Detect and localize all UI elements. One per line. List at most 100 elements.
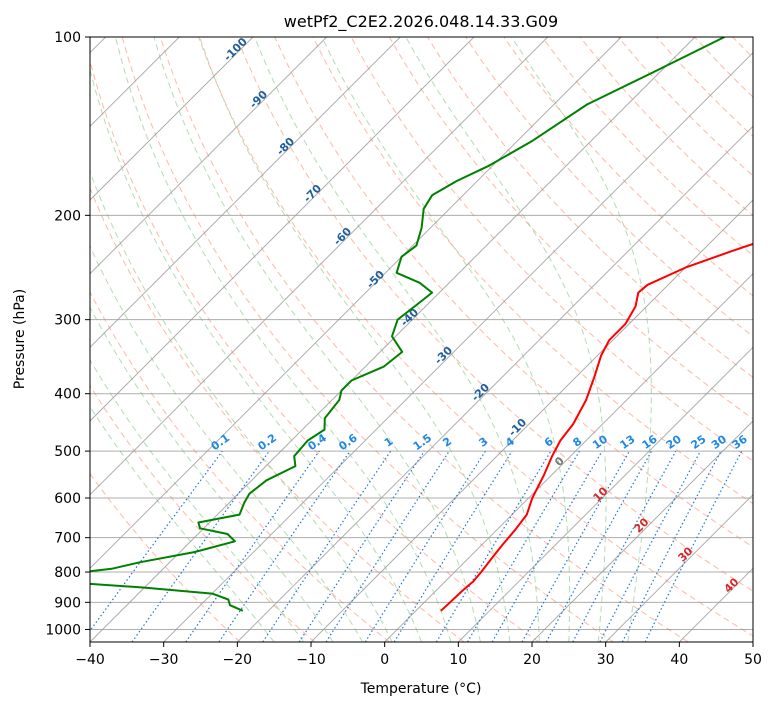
x-tick-label: 50 — [744, 652, 762, 668]
dry-adiabat — [350, 37, 753, 462]
dry-adiabat — [236, 37, 753, 592]
isotherm-label: -50 — [364, 268, 387, 291]
dry-adiabat — [426, 37, 753, 378]
mixing-ratio-line — [131, 450, 270, 642]
mixing-ratio-label: 36 — [730, 432, 750, 452]
mixing-ratio-line — [545, 450, 653, 642]
moist-adiabat — [90, 306, 334, 642]
x-tick-label: −40 — [75, 652, 105, 668]
isotherm-line — [384, 272, 753, 642]
dry-adiabat — [90, 59, 540, 642]
mixing-ratio-label: 25 — [689, 433, 709, 452]
y-tick-label: 100 — [54, 30, 81, 46]
y-axis-label: Pressure (hPa) — [12, 289, 28, 389]
mixing-ratio-label: 20 — [664, 432, 684, 452]
dry-adiabat — [388, 37, 753, 420]
moist-adiabat — [115, 37, 452, 642]
sounding-traces — [90, 37, 753, 612]
mixing-ratio-label: 10 — [590, 432, 610, 452]
isotherm-line — [90, 37, 475, 422]
isotherm-label: -80 — [274, 135, 297, 158]
temperature-trace — [440, 242, 753, 612]
y-tick-label: 900 — [54, 595, 81, 611]
moist-adiabat — [153, 37, 481, 642]
mixing-ratio-label: 1.5 — [411, 431, 434, 453]
dry-adiabat — [121, 37, 614, 642]
mixing-ratio-line — [325, 450, 450, 642]
x-tick-label: 10 — [449, 652, 467, 668]
mixing-ratio-line — [435, 450, 552, 642]
isotherm-line — [605, 493, 753, 642]
isotherm-line — [531, 420, 753, 642]
isotherm-line — [90, 37, 328, 275]
isotherm-label: -90 — [247, 88, 270, 111]
x-tick-label: −10 — [296, 652, 326, 668]
mixing-ratio-line — [218, 450, 351, 642]
y-tick-label: 400 — [54, 387, 81, 403]
mixing-ratio-line — [621, 450, 722, 642]
x-tick-label: 30 — [597, 652, 615, 668]
y-axis-ticks: 100 200 300 400 500 600 700 800 900 1000 — [45, 30, 90, 638]
isotherm-line — [90, 37, 254, 201]
mixing-ratio-line — [90, 450, 223, 632]
mixing-ratio-line — [393, 450, 513, 642]
mixing-ratio-label: 16 — [640, 432, 660, 452]
chart-title: wetPf2_C2E2.2026.048.14.33.G09 — [284, 12, 558, 32]
moist-adiabat — [254, 37, 540, 642]
moist-adiabat — [90, 358, 304, 642]
plot-frame — [89, 36, 754, 643]
moist-adiabat — [199, 37, 511, 642]
mixing-ratio-line — [364, 450, 486, 642]
dry-adiabat — [771, 37, 775, 642]
moist-adiabat — [405, 37, 607, 642]
mixing-ratio-line — [262, 450, 392, 642]
mixing-ratio-line — [521, 450, 631, 642]
moist-adiabat — [90, 405, 275, 642]
dry-adiabat — [159, 37, 689, 642]
dry-adiabat — [465, 37, 753, 338]
moist-adiabat — [90, 245, 364, 642]
isotherm-label: 20 — [632, 515, 652, 535]
isotherm-line — [678, 567, 753, 642]
mixing-ratio-label: 2 — [440, 435, 454, 450]
moist-adiabat — [511, 37, 652, 642]
y-tick-label: 1000 — [45, 622, 81, 638]
mixing-ratio-label: 30 — [709, 432, 729, 452]
mixing-ratio-label: 13 — [617, 433, 637, 452]
moist-adiabat — [321, 37, 571, 642]
mixing-ratio-label: 1 — [382, 435, 396, 450]
mixing-ratio-label: 8 — [571, 435, 585, 450]
x-tick-label: 0 — [380, 652, 389, 668]
mixing-ratio-label: 0.2 — [256, 431, 279, 453]
isotherm-line — [90, 37, 401, 349]
dry-adiabat — [656, 37, 753, 138]
isotherm-label: 10 — [591, 484, 611, 504]
isotherm-line — [752, 641, 753, 642]
isotherm-line — [90, 37, 622, 570]
dry-adiabat — [90, 384, 316, 642]
isotherm-label: -30 — [432, 344, 455, 367]
dry-adiabat — [541, 37, 753, 257]
isotherm-label: 30 — [676, 544, 696, 564]
dry-adiabat — [90, 472, 241, 642]
dry-adiabat — [503, 37, 753, 297]
isotherm-line — [163, 51, 753, 642]
mixing-ratio-label: 3 — [477, 435, 491, 450]
isotherm-label: -20 — [469, 381, 492, 404]
y-tick-label: 600 — [54, 491, 81, 507]
mixing-ratio-label: 0.1 — [209, 431, 232, 453]
mixing-ratio-line — [644, 450, 743, 642]
isotherm-line — [90, 37, 549, 496]
isotherm-line — [90, 37, 696, 642]
mixing-ratio-line — [185, 450, 320, 642]
mixing-ratio-line — [298, 450, 425, 642]
isotherm-label: -60 — [331, 225, 354, 248]
dry-adiabat — [694, 37, 753, 98]
dewpoint-trace — [90, 37, 725, 612]
x-tick-label: 20 — [523, 652, 541, 668]
moist-adiabat — [90, 170, 393, 642]
isotherm-label: -70 — [301, 182, 324, 205]
background-lines — [90, 37, 775, 642]
